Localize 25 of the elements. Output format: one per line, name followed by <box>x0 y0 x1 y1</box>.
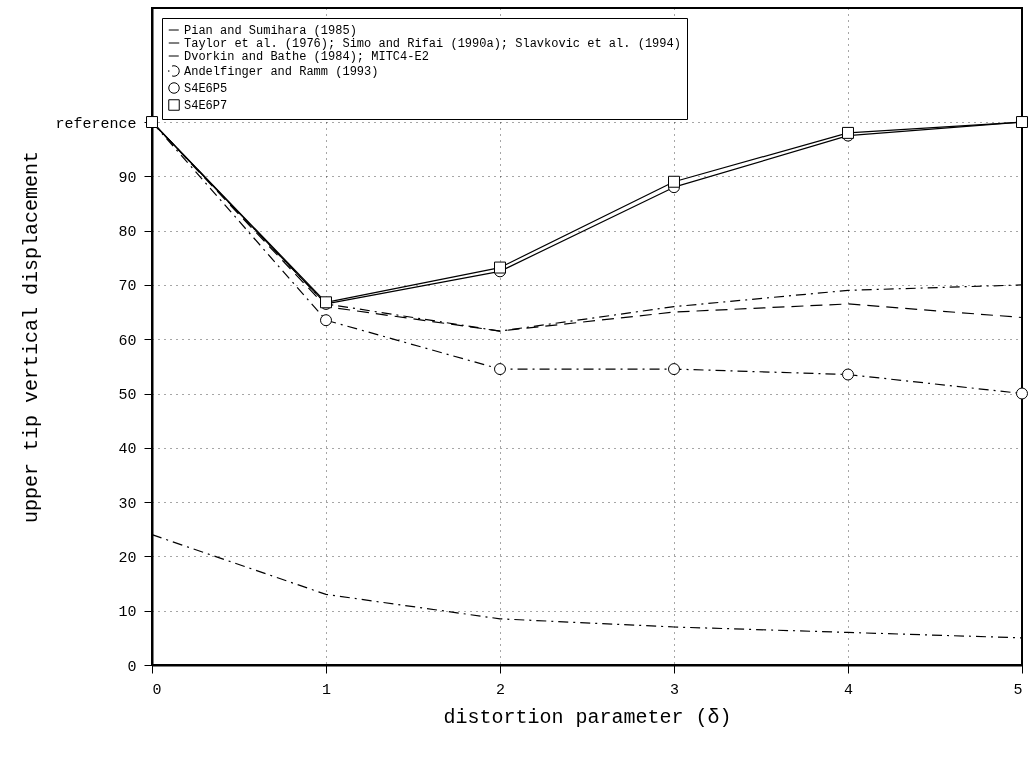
y-tick-label: reference <box>55 115 137 133</box>
y-tick-label: 70 <box>118 278 137 296</box>
legend-label: Pian and Sumihara (1985) <box>184 24 357 38</box>
y-axis-title: upper tip vertical displacement <box>20 150 44 524</box>
legend-label: S4E6P5 <box>184 82 228 96</box>
legend-label: Taylor et al. (1976); Simo and Rifai (1990a); Slavkovic et al. (1994) <box>184 37 681 51</box>
y-tick-label: 10 <box>118 604 137 622</box>
x-tick-label: 1 <box>321 681 332 699</box>
x-tick-label: 2 <box>495 681 506 699</box>
legend-label: S4E6P7 <box>184 99 228 113</box>
y-tick-label: 0 <box>127 658 137 676</box>
legend-label: Dvorkin and Bathe (1984); MITC4-E2 <box>184 50 429 64</box>
legend-label: Andelfinger and Ramm (1993) <box>184 65 379 79</box>
y-tick-label: 20 <box>118 549 137 567</box>
y-tick-label: 90 <box>118 169 137 187</box>
x-axis-title: distortion parameter (δ) <box>443 705 732 729</box>
y-tick-label: 60 <box>118 332 137 350</box>
x-tick-label: 4 <box>843 681 854 699</box>
y-tick-label: 40 <box>118 441 137 459</box>
y-tick-label: 50 <box>118 387 137 405</box>
x-tick-label: 3 <box>669 681 680 699</box>
x-tick-label: 0 <box>152 681 162 699</box>
y-tick-label: 30 <box>118 495 137 513</box>
y-tick-label: 80 <box>118 224 137 242</box>
x-tick-label: 5 <box>1013 681 1023 699</box>
